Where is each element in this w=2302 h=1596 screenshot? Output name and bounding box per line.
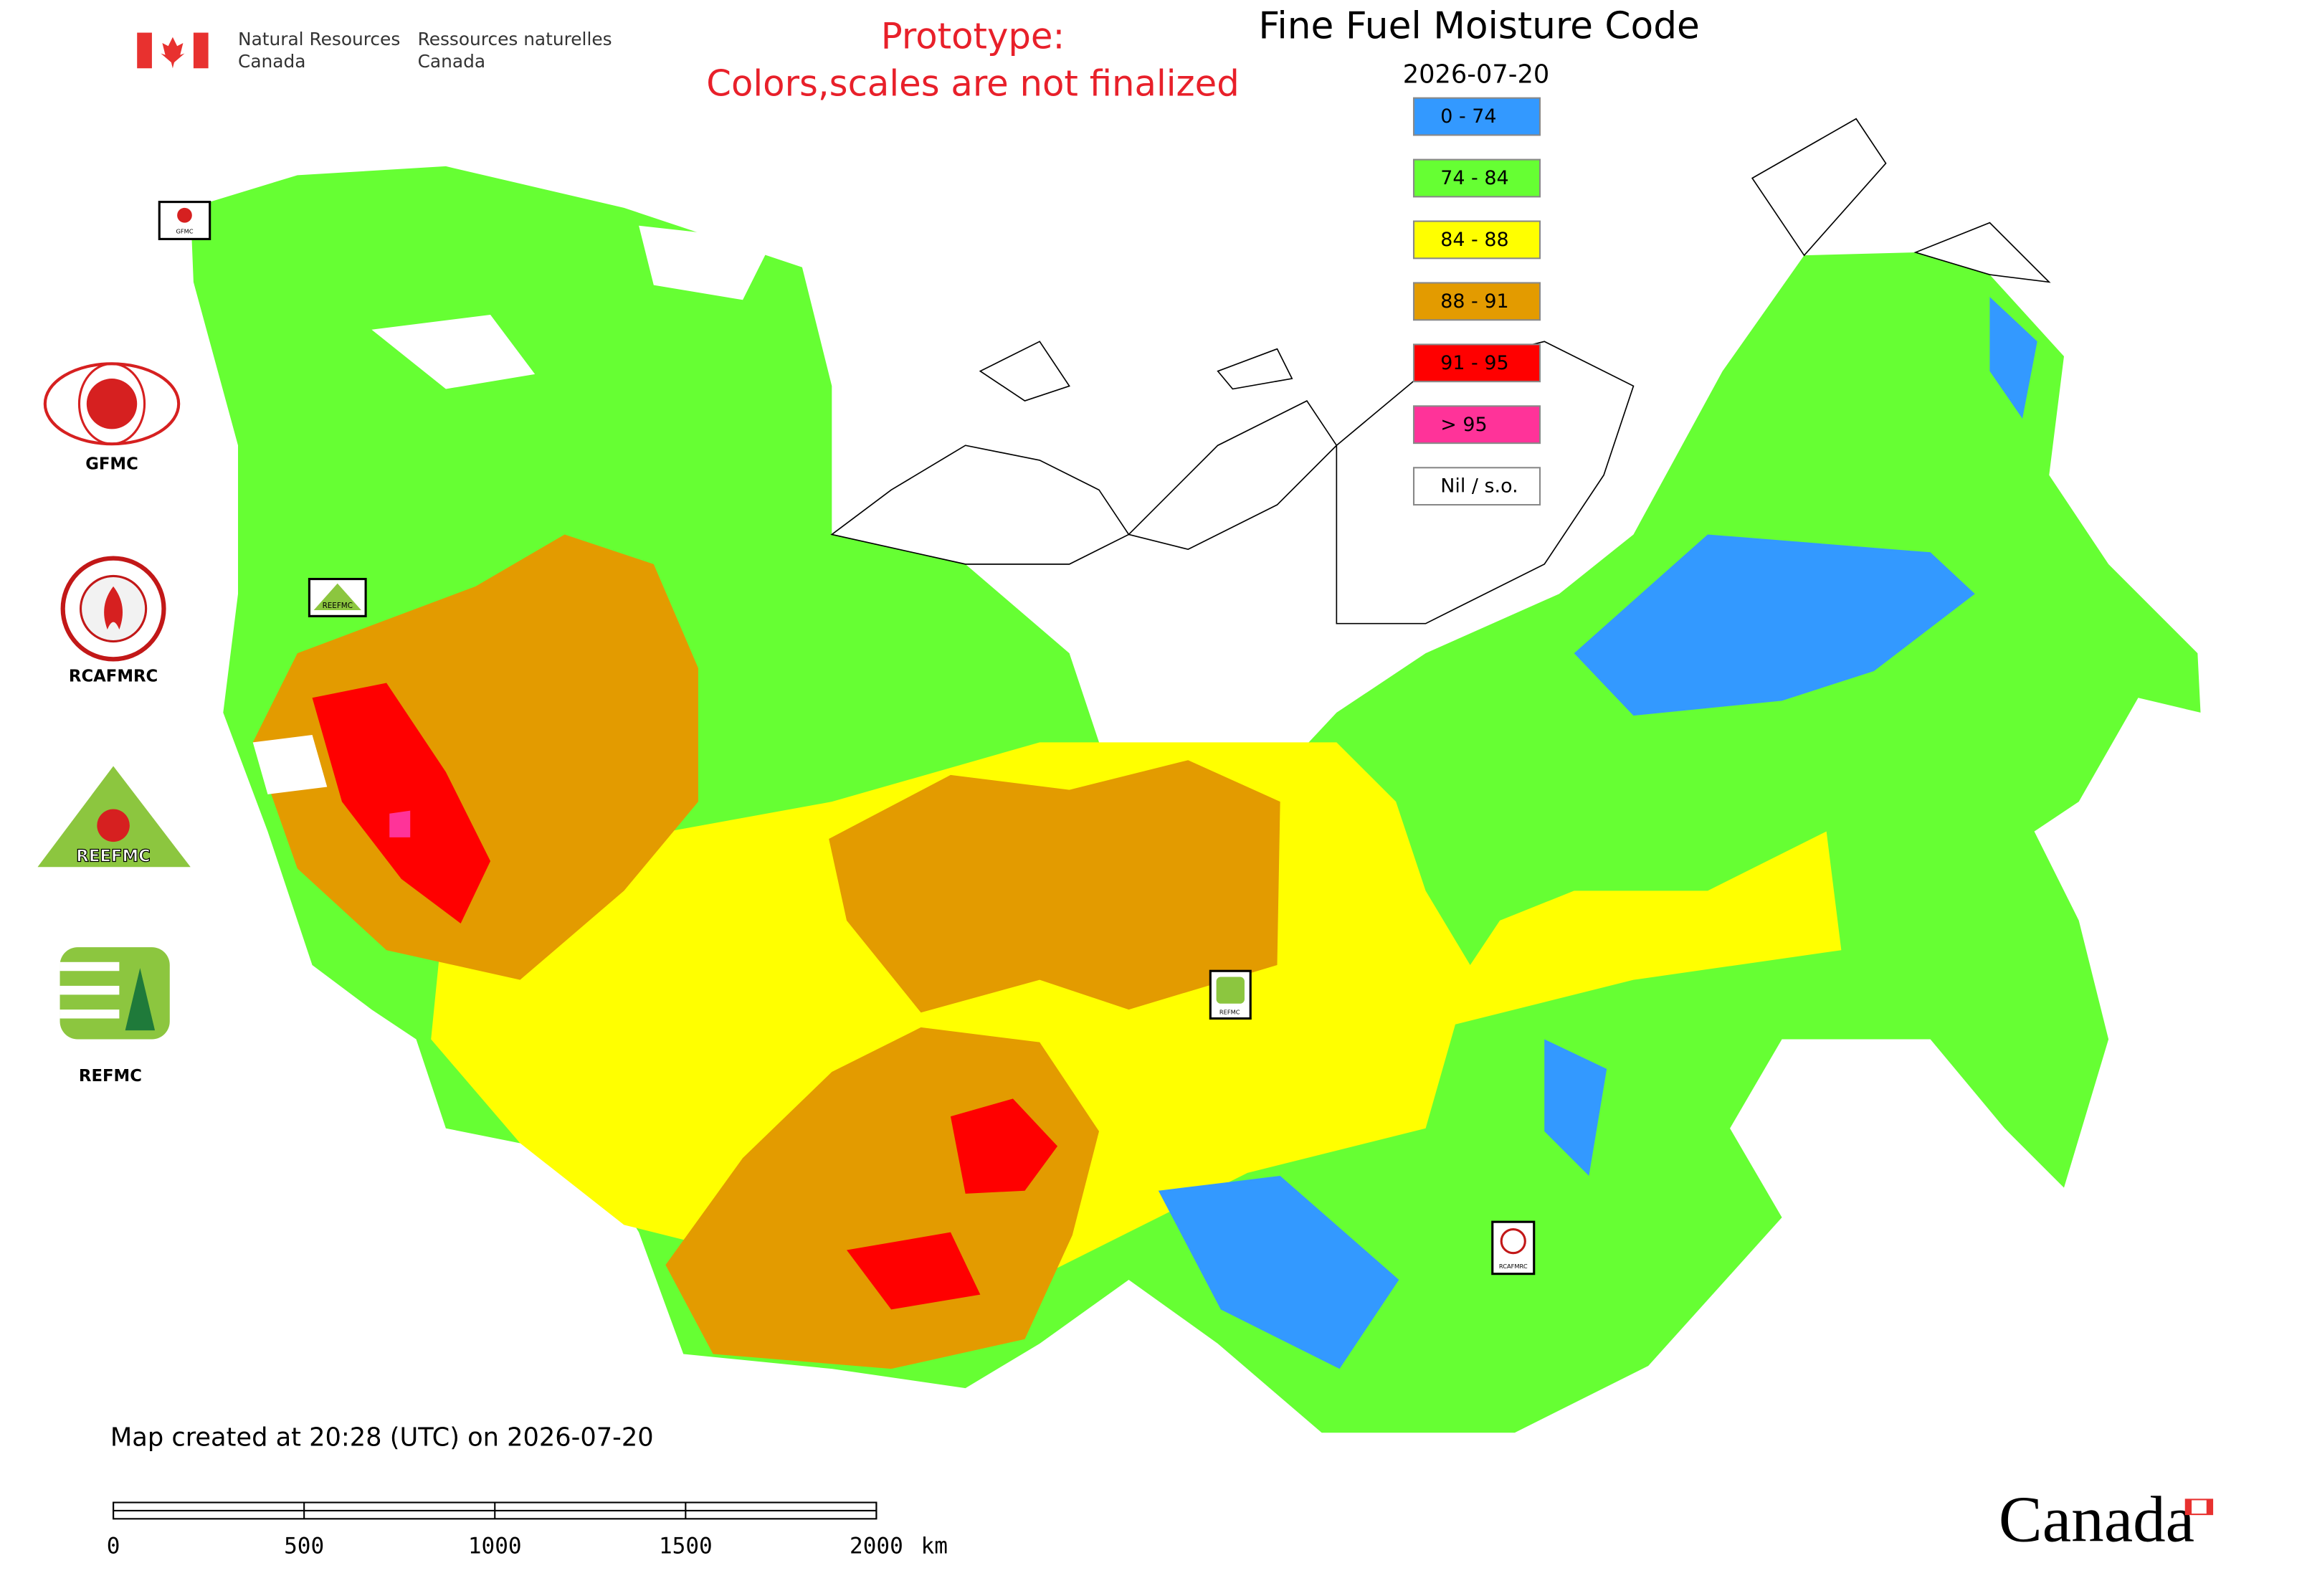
marker-icon bbox=[1216, 977, 1245, 1004]
marker-icon bbox=[1500, 1227, 1526, 1255]
flag-bar bbox=[137, 32, 152, 69]
fmc-region bbox=[371, 314, 536, 389]
department-fr: Canada bbox=[418, 51, 485, 72]
marker-rcafmrc: RCAFMRC bbox=[1491, 1220, 1536, 1276]
marker-refmc: REFMC bbox=[1209, 969, 1252, 1020]
logo-rcafmrc: RCAFMRC bbox=[60, 556, 166, 686]
logo-label: REEFMC bbox=[76, 847, 151, 865]
coastline bbox=[830, 445, 1130, 565]
legend-swatch bbox=[1412, 220, 1541, 260]
logo-flame bbox=[104, 586, 123, 630]
department-fr: Ressources naturelles bbox=[418, 29, 612, 49]
marker-label: REFMC bbox=[1219, 1009, 1240, 1016]
logo-flame bbox=[86, 379, 138, 429]
maple-leaf bbox=[161, 37, 185, 69]
map-created-note: Map created at 20:28 (UTC) on 2026-07-20 bbox=[110, 1423, 654, 1453]
logo-label: RCAFMRC bbox=[69, 668, 158, 686]
scale-tick-label: 500 bbox=[284, 1534, 324, 1559]
marker-reefmc: REEFMC bbox=[308, 578, 367, 617]
fmc-region bbox=[639, 225, 773, 300]
legend-swatch bbox=[1412, 158, 1541, 198]
fmc-region bbox=[252, 534, 698, 980]
scale-tick-label: 1000 bbox=[468, 1534, 522, 1559]
scale-tick-label: 2000 bbox=[850, 1534, 903, 1559]
marker-icon bbox=[313, 583, 361, 611]
department-en: Canada bbox=[238, 51, 305, 72]
coastline bbox=[1127, 400, 1338, 551]
scale-unit: km bbox=[921, 1534, 948, 1559]
legend-label: 88 - 91 bbox=[1440, 290, 1508, 313]
marker-gfmc: GFMC bbox=[158, 201, 211, 240]
fmc-region bbox=[1574, 534, 1975, 716]
legend-label: Nil / s.o. bbox=[1440, 475, 1518, 498]
marker-label: GFMC bbox=[176, 228, 193, 235]
legend-swatch bbox=[1412, 343, 1541, 383]
logo-label: GFMC bbox=[85, 455, 138, 474]
legend-swatch bbox=[1412, 467, 1541, 506]
fmc-region bbox=[252, 734, 328, 794]
legend-label: 91 - 95 bbox=[1440, 352, 1508, 374]
logo-reefmc: REEFMC bbox=[37, 766, 191, 868]
legend-label: 0 - 74 bbox=[1440, 105, 1496, 128]
scale-bar: 0 500 1000 1500 2000 km bbox=[107, 1501, 948, 1559]
department-en: Natural Resources bbox=[238, 29, 400, 49]
legend: 0 - 74 74 - 84 84 - 88 88 - 91 91 - 95 > 95 Ni… bbox=[1412, 97, 1541, 506]
coastline bbox=[1751, 118, 1887, 257]
fmc-region bbox=[1158, 1175, 1399, 1369]
coastline bbox=[1913, 222, 2051, 283]
legend-label: 74 - 84 bbox=[1440, 167, 1508, 189]
logo-stripe bbox=[60, 961, 120, 972]
logo-stripe bbox=[60, 985, 120, 995]
map-date: 2026-07-20 bbox=[1403, 60, 1550, 90]
logo-refmc: REFMC bbox=[60, 947, 170, 1086]
scale-tick-label: 1500 bbox=[659, 1534, 713, 1559]
legend-label: > 95 bbox=[1440, 414, 1487, 436]
prototype-notice: Colors,scales are not finalized bbox=[706, 63, 1239, 105]
scale-tick-label: 0 bbox=[107, 1534, 120, 1559]
legend-swatch bbox=[1412, 405, 1541, 445]
fmc-region bbox=[1544, 1039, 1607, 1176]
logo-ring bbox=[77, 362, 146, 445]
logo-flame bbox=[97, 809, 130, 842]
marker-label: RCAFMRC bbox=[1499, 1263, 1528, 1270]
fmc-region bbox=[312, 683, 491, 923]
coastline bbox=[979, 341, 1070, 402]
wordmark-flag bbox=[2206, 1499, 2213, 1515]
logo-gfmc: GFMC bbox=[43, 362, 181, 474]
fmc-region bbox=[950, 1098, 1058, 1194]
coastline bbox=[1217, 348, 1293, 390]
fmc-region bbox=[847, 1232, 981, 1310]
wordmark-flag bbox=[2185, 1499, 2192, 1515]
fmc-region bbox=[1989, 297, 2037, 419]
map-title: Fine Fuel Moisture Code bbox=[1258, 4, 1700, 47]
map bbox=[190, 118, 2201, 1433]
legend-label: 84 - 88 bbox=[1440, 229, 1508, 251]
legend-swatch bbox=[1412, 282, 1541, 321]
marker-icon bbox=[177, 207, 192, 223]
marker-label: REEFMC bbox=[323, 602, 353, 610]
logo-tree bbox=[125, 968, 156, 1031]
fmc-region bbox=[389, 810, 411, 837]
logo-stripe bbox=[60, 1010, 120, 1019]
flag-bar bbox=[193, 32, 209, 69]
logo-label: REFMC bbox=[79, 1067, 142, 1086]
canada-wordmark: Canada bbox=[1999, 1483, 2194, 1556]
legend-swatch bbox=[1412, 97, 1541, 136]
nrcan-signature: Natural Resources Canada Ressources natu… bbox=[137, 29, 612, 72]
fmc-region bbox=[829, 760, 1280, 1013]
prototype-notice: Prototype: bbox=[881, 15, 1065, 57]
